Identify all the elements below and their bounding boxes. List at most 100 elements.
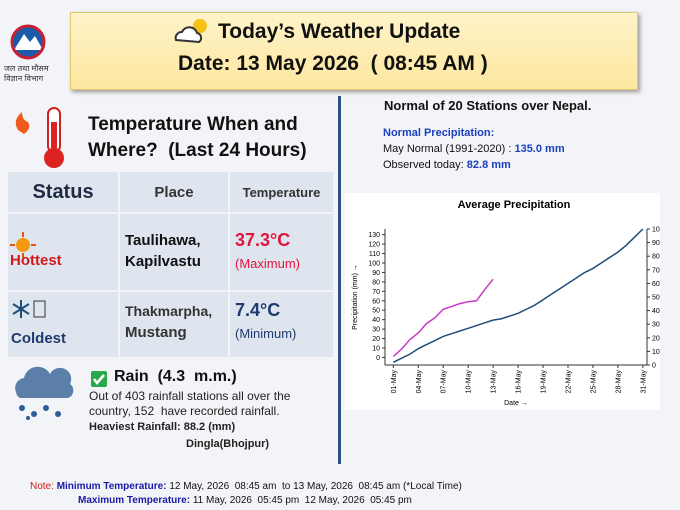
logo-line: विज्ञान विभाग [4,74,44,83]
y2-tick-label: 60 [652,281,660,288]
date: Date: 13 May 2026 ( 08:45 AM ) [178,52,488,76]
x-tick-label: 10-May [466,370,473,394]
x-axis-label: Date → [504,400,528,407]
y-tick-label: 90 [372,270,380,277]
place-line: Thakmarpha, [125,303,213,319]
series-line [392,228,644,363]
temp-note: (Minimum) [235,326,297,341]
header-cell: Status [8,172,118,212]
y-tick-label: 60 [372,298,380,305]
y2-tick-label: 90 [652,240,660,247]
rain-line: country, 152 have recorded rainfall. [89,404,280,418]
y-tick-label: 110 [369,251,380,258]
weather-icon [174,19,207,44]
date-text: Date: 13 May 2026 [178,52,359,75]
normal-label: Normal Precipitation: [383,127,495,139]
y2-tick-label: 0 [652,363,656,370]
normal-text: May Normal (1991-2020) : [383,143,512,155]
note-max: Maximum Temperature: 11 May, 2026 05:45 … [78,495,412,506]
y2-tick-label: 10 [652,349,660,356]
y-tick-label: 50 [372,308,380,315]
temp-value: 7.4°C [235,300,281,320]
x-tick-label: 01-May [391,370,398,394]
observed-text: Observed today: [383,159,464,171]
x-tick-label: 04-May [416,370,423,394]
normal-heading: Normal of 20 Stations over Nepal. [384,98,592,113]
min-label: Minimum Temperature: [56,481,167,492]
y2-tick-label: 100 [652,227,660,234]
y2-tick-label: 80 [652,254,660,261]
heading-line: Where? (Last 24 Hours) [88,140,307,161]
rain-line: Out of 403 rainfall stations all over th… [89,389,291,403]
heaviest: Heaviest Rainfall: 88.2 (mm) [89,421,236,433]
x-tick-label: 31-May [640,370,647,394]
place-line: Kapilvastu [125,253,201,270]
divider [338,96,341,464]
temp-note: (Maximum) [235,256,300,271]
temp-heading: Temperature When and Where? (Last 24 Hour… [88,112,307,164]
y-axis-label: Precipitation (mm) → [352,264,359,330]
y2-tick-label: 50 [652,295,660,302]
y-tick-label: 30 [372,327,380,334]
x-tick-label: 28-May [615,370,622,394]
normal-value: 135.0 mm [514,143,565,155]
place: Thakmarpha, Mustang [125,300,212,344]
x-tick-label: 25-May [590,370,597,394]
y-tick-label: 70 [372,289,380,296]
note-label: Note: [30,481,54,492]
time-text: ( 08:45 AM ) [370,52,488,75]
rain-title: Rain (4.3 m.m.) [114,368,237,385]
place-line: Taulihawa, [125,232,201,249]
status-label: Hottest [10,252,62,269]
x-tick-label: 13-May [491,370,498,394]
x-tick-label: 22-May [565,370,572,394]
series-line [392,278,494,358]
y2-tick-label: 40 [652,308,660,315]
temp-cell: 7.4°C (Minimum) [230,292,333,357]
status-cell: Coldest [8,292,118,357]
y2-tick-label: 20 [652,335,660,342]
y-tick-label: 40 [372,317,380,324]
chart: Average Precipitation 0 10 20 30 40 50 60 70 80 9… [345,193,660,410]
snow-icon [12,300,46,318]
y-tick-label: 130 [368,232,380,239]
note-min: Note: Minimum Temperature: 12 May, 2026 … [30,481,462,492]
max-label: Maximum Temperature: [78,495,191,506]
y-tick-label: 0 [376,355,380,362]
check-icon [91,371,107,387]
temp-cell: 37.3°C (Maximum) [230,214,333,290]
x-tick-label: 07-May [441,370,448,394]
x-tick-label: 16-May [516,370,523,394]
heading-line: Temperature When and [88,114,298,135]
max-text: 11 May, 2026 05:45 pm 12 May, 2026 05:45… [192,495,412,506]
banner [70,12,638,90]
min-text: 12 May, 2026 08:45 am to 13 May, 2026 08… [169,481,462,492]
sun-icon [10,232,36,258]
chart-title: Average Precipitation [458,199,571,211]
logo-text: जल तथा मौसम विज्ञान विभाग [4,64,49,84]
rain-icon [15,366,74,420]
x-tick-label: 19-May [541,370,548,394]
y-tick-label: 20 [372,336,380,343]
normal-line: May Normal (1991-2020) : 135.0 mm [383,143,565,155]
y-tick-label: 80 [372,279,380,286]
rain-text: Out of 403 rainfall stations all over th… [89,389,290,419]
place-line: Mustang [125,324,187,341]
header-cell: Temperature [230,172,333,212]
y-tick-label: 100 [368,261,380,268]
status-cell: Hottest [8,214,118,290]
y-tick-label: 10 [372,346,380,353]
header-cell: Place [120,172,228,212]
status-label: Coldest [11,330,67,347]
observed-value: 82.8 mm [466,159,511,171]
station: Dingla(Bhojpur) [186,438,270,450]
place-cell: Thakmarpha, Mustang [120,292,228,357]
temp-value: 37.3°C [235,230,291,250]
place: Taulihawa, Kapilvastu [125,230,201,272]
place-cell: Taulihawa, Kapilvastu [120,214,228,290]
y2-tick-label: 70 [652,267,660,274]
thermometer-icon [15,107,64,168]
y-tick-label: 120 [368,242,380,249]
logo-line: जल तथा मौसम [4,64,49,73]
